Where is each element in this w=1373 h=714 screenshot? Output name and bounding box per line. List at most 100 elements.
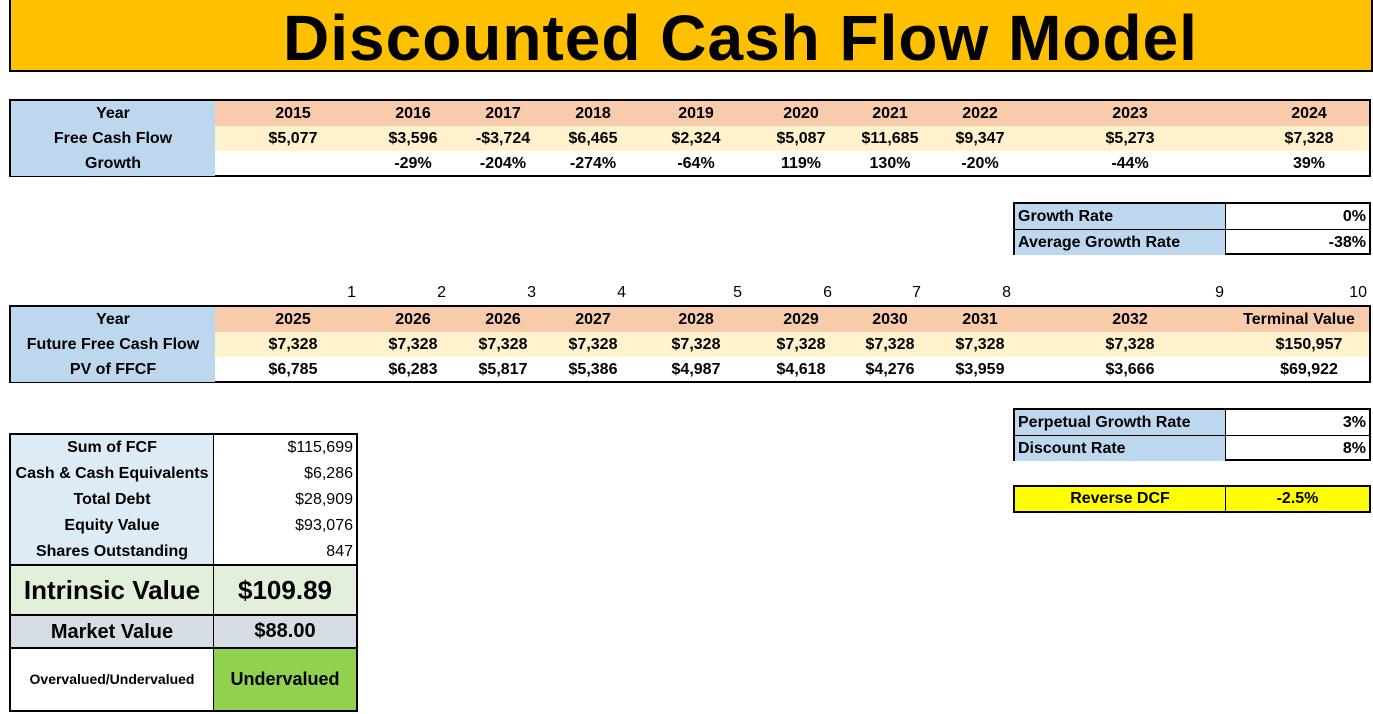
historical-fcf-table: Year 2015 2016 2017 2018 2019 2020 2021 … [9, 99, 1371, 177]
future-ffcf-cell: $7,328 [865, 336, 915, 353]
period-number: 5 [733, 284, 742, 301]
historical-growth-cell [243, 151, 343, 176]
historical-year-cell: 2018 [575, 105, 611, 122]
historical-growth-cell: -274% [569, 155, 617, 172]
historical-year-band [215, 101, 1369, 126]
future-pv-cell: $3,666 [1105, 361, 1155, 378]
reverse-dcf-value[interactable]: -2.5% [1276, 490, 1319, 507]
period-number: 3 [527, 284, 536, 301]
future-year-cell: 2032 [1112, 311, 1148, 328]
historical-growth-cell: -20% [961, 155, 999, 172]
future-year-band [215, 307, 1369, 332]
historical-fcf-cell: -$3,724 [475, 130, 531, 147]
perpetual-growth-label: Perpetual Growth Rate [1015, 410, 1226, 435]
historical-growth-cell: -44% [1111, 155, 1149, 172]
future-ffcf-cell: $7,328 [1105, 336, 1155, 353]
debt-value[interactable]: $28,909 [295, 491, 353, 508]
intrinsic-label: Intrinsic Value [11, 566, 214, 614]
debt-row: Total Debt $28,909 [11, 487, 356, 513]
shares-value[interactable]: 847 [326, 543, 353, 560]
future-pv-label: PV of FFCF [11, 357, 215, 382]
historical-fcf-cell: $9,347 [955, 130, 1005, 147]
perpetual-growth-row: Perpetual Growth Rate 3% [1015, 410, 1369, 435]
intrinsic-value: $109.89 [214, 566, 356, 614]
shares-label: Shares Outstanding [11, 539, 214, 565]
historical-year-cell: 2023 [1112, 105, 1148, 122]
historical-fcf-band [215, 126, 1369, 151]
historical-year-cell: 2020 [783, 105, 819, 122]
sum-fcf-label: Sum of FCF [11, 435, 214, 461]
market-row: Market Value $88.00 [11, 616, 356, 647]
period-number: 8 [1002, 284, 1011, 301]
future-year-cell: 2026 [395, 311, 431, 328]
equity-row: Equity Value $93,076 [11, 513, 356, 539]
historical-fcf-cell: $11,685 [861, 130, 919, 147]
historical-fcf-cell: $5,273 [1105, 130, 1155, 147]
growth-rate-label: Growth Rate [1015, 204, 1226, 229]
future-year-cell: 2030 [872, 311, 908, 328]
historical-fcf-row: Free Cash Flow $5,077 $3,596 -$3,724 $6,… [11, 126, 1369, 151]
period-number: 4 [617, 284, 626, 301]
future-ffcf-cell: $7,328 [388, 336, 438, 353]
cash-value[interactable]: $6,286 [304, 465, 353, 482]
market-label: Market Value [11, 616, 214, 647]
divider [11, 647, 356, 649]
equity-value: $93,076 [295, 517, 353, 534]
historical-fcf-cell: $6,465 [568, 130, 618, 147]
perpetual-growth-value[interactable]: 3% [1342, 414, 1366, 431]
future-year-cell: 2025 [275, 311, 311, 328]
future-ffcf-cell: $150,957 [1275, 336, 1343, 353]
future-ffcf-row: Future Free Cash Flow $7,328 $7,328 $7,3… [11, 332, 1369, 357]
historical-year-row: Year 2015 2016 2017 2018 2019 2020 2021 … [11, 101, 1369, 126]
historical-year-cell: 2024 [1291, 105, 1327, 122]
growth-rate-value[interactable]: 0% [1342, 208, 1366, 225]
reverse-dcf-box: Reverse DCF -2.5% [1013, 485, 1371, 513]
future-fcf-table: Year 2025 2026 2026 2027 2028 2029 2030 … [9, 305, 1371, 383]
future-year-cell: 2029 [783, 311, 819, 328]
market-value[interactable]: $88.00 [214, 616, 356, 647]
valuation-table: Sum of FCF $115,699 Cash & Cash Equivale… [9, 433, 358, 712]
historical-growth-cell: -64% [677, 155, 715, 172]
avg-growth-rate-row: Average Growth Rate -38% [1015, 229, 1369, 255]
historical-fcf-label: Free Cash Flow [11, 126, 215, 151]
historical-year-cell: 2021 [872, 105, 908, 122]
period-number: 1 [347, 284, 356, 301]
future-ffcf-cell: $7,328 [568, 336, 618, 353]
future-pv-cell: $69,922 [1280, 361, 1338, 378]
growth-rate-table: Growth Rate 0% Average Growth Rate -38% [1013, 202, 1371, 255]
avg-growth-rate-value: -38% [1328, 234, 1366, 251]
historical-growth-cell: -29% [394, 155, 432, 172]
future-pv-cell: $5,817 [478, 361, 528, 378]
future-pv-cell: $5,386 [568, 361, 618, 378]
historical-growth-cell: 130% [869, 155, 911, 172]
future-ffcf-cell: $7,328 [776, 336, 826, 353]
future-ffcf-label: Future Free Cash Flow [11, 332, 215, 357]
future-ffcf-cell: $7,328 [955, 336, 1005, 353]
future-year-label: Year [11, 307, 215, 332]
historical-growth-cell: 39% [1292, 155, 1326, 172]
growth-rate-row: Growth Rate 0% [1015, 204, 1369, 229]
cash-label: Cash & Cash Equivalents [11, 461, 214, 487]
historical-fcf-cell: $7,328 [1284, 130, 1334, 147]
historical-growth-cell: 119% [780, 155, 822, 172]
historical-fcf-cell: $3,596 [388, 130, 438, 147]
avg-growth-rate-label: Average Growth Rate [1015, 230, 1226, 255]
historical-year-cell: 2016 [395, 105, 431, 122]
valuation-verdict-row: Overvalued/Undervalued Undervalued [11, 649, 356, 710]
verdict-badge: Undervalued [214, 649, 356, 710]
future-pv-cell: $4,276 [865, 361, 915, 378]
period-number: 9 [1215, 284, 1224, 301]
future-pv-cell: $4,987 [671, 361, 721, 378]
future-ffcf-cell: $7,328 [671, 336, 721, 353]
historical-fcf-cell: $5,087 [776, 130, 826, 147]
title-banner: Discounted Cash Flow Model [9, 0, 1373, 74]
period-number: 2 [437, 284, 446, 301]
divider [11, 564, 356, 566]
future-year-cell: 2026 [485, 311, 521, 328]
historical-growth-row: Growth -29% -204% -274% -64% 119% 130% -… [11, 151, 1369, 176]
sum-fcf-row: Sum of FCF $115,699 [11, 435, 356, 461]
divider [11, 614, 356, 616]
future-year-cell: Terminal Value [1243, 311, 1355, 328]
discount-rate-value[interactable]: 8% [1342, 440, 1366, 457]
discount-rate-row: Discount Rate 8% [1015, 435, 1369, 461]
